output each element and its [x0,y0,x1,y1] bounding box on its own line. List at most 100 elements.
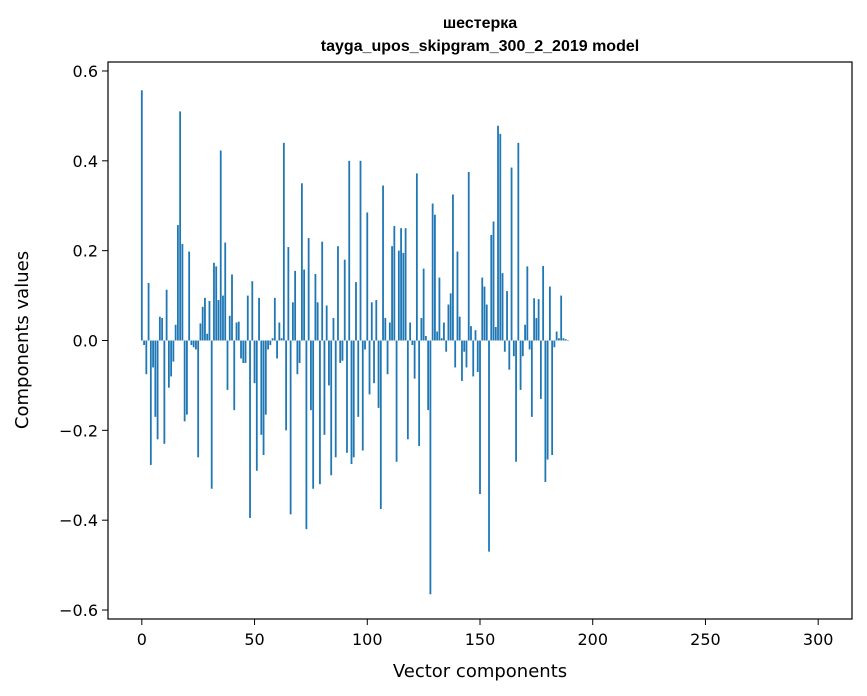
bar [226,340,229,390]
bar [296,340,299,375]
bar [190,340,193,345]
bar [434,214,436,341]
bar [558,338,560,341]
bar [174,324,177,341]
bar [271,338,274,341]
bar [361,340,364,451]
bar [255,340,258,471]
bar [515,340,517,462]
bar [427,340,430,411]
y-tick-label: 0.2 [73,242,98,261]
bar [231,274,233,341]
bar [350,340,353,465]
bar [447,304,450,341]
bar [143,340,145,345]
bar [420,318,423,341]
bar [546,340,549,460]
bar [355,282,357,341]
bar [282,142,285,341]
bar [533,298,536,341]
bar [472,340,475,377]
bar [413,340,416,379]
bar [418,340,421,447]
bar [492,221,495,341]
bar [544,340,547,482]
bar [379,340,382,509]
bar [154,340,157,417]
bar [165,289,168,341]
bar [548,286,551,341]
bar [357,340,360,417]
bar [400,228,402,341]
bar [436,331,439,341]
bar [485,304,488,341]
bar [373,340,375,384]
x-tick-label: 250 [690,630,721,649]
bar [300,183,303,341]
bar [490,234,493,341]
bar [370,302,373,341]
chart-title: шестерка [443,15,517,32]
bar [343,259,346,341]
bar [499,133,502,341]
bar [215,266,218,341]
bar [158,316,161,341]
bar [555,331,558,341]
bar [237,321,240,341]
bar [176,225,179,341]
bar [208,300,211,341]
bar [235,322,238,341]
bar [384,318,387,341]
x-tick-label: 100 [352,630,383,649]
bar [562,338,565,341]
bar [201,306,204,341]
bar [246,295,249,341]
bar [476,340,479,372]
bar [411,340,414,345]
bar [481,277,484,341]
bar [386,340,389,375]
x-axis-label: Vector components [393,661,567,682]
bar [258,297,260,341]
bar [526,266,529,341]
bar [323,340,326,435]
bar [294,270,297,341]
bar [366,212,369,341]
bar [452,194,454,341]
bar [332,318,335,341]
bar [393,225,396,341]
bar [186,340,188,415]
bar [273,297,276,341]
y-tick-label: −0.4 [59,511,98,530]
bar [316,302,319,341]
bar [461,340,463,381]
bar [224,242,227,341]
bar [334,340,337,458]
bar [244,340,247,363]
bar [213,262,215,341]
bar [219,150,222,341]
bar [431,203,434,341]
bar [278,322,281,341]
bar [310,340,312,411]
bar [503,340,506,352]
x-tick-label: 150 [465,630,496,649]
bar [454,340,457,368]
bar [233,340,236,411]
bar [359,160,362,341]
bar [517,142,520,341]
bar [242,340,245,363]
bar [424,336,427,341]
bar [551,340,554,456]
bar [368,340,371,395]
bar [197,340,200,458]
bar [253,340,256,384]
bar [474,330,477,341]
bar [470,326,472,341]
y-axis-ticks: 0.6 0.4 0.2 0.0 −0.2 −0.4 −0.6 [59,62,108,620]
bar [307,238,310,341]
bar [364,340,366,350]
x-axis-ticks: 0 50 100 150 200 250 300 [137,619,833,649]
bar [303,269,306,341]
bar [314,274,317,341]
